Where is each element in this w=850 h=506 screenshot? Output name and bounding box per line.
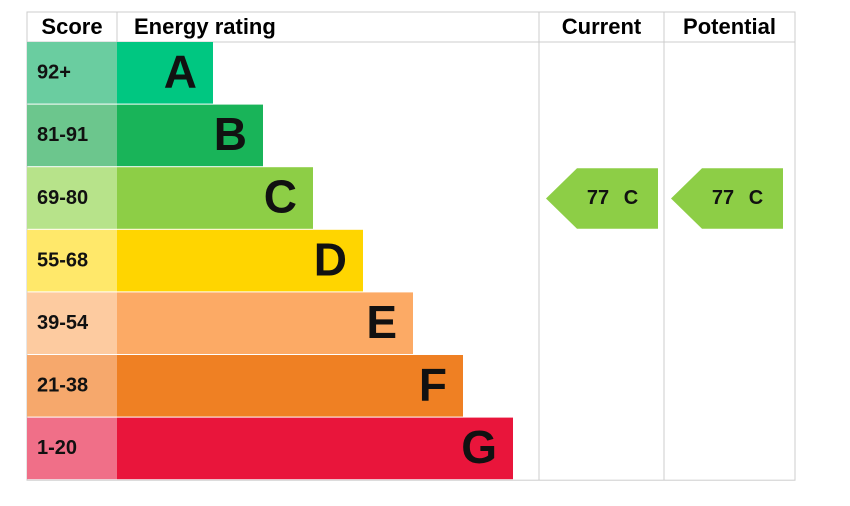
score-label: 21-38 bbox=[37, 375, 88, 397]
rating-letter: D bbox=[314, 233, 347, 285]
header-potential: Potential bbox=[683, 14, 776, 39]
score-cell bbox=[27, 292, 117, 354]
rating-bar bbox=[117, 167, 313, 229]
header-rating: Energy rating bbox=[134, 14, 276, 39]
current-arrow bbox=[546, 168, 658, 229]
rating-bar bbox=[117, 292, 413, 354]
rating-letter: C bbox=[264, 171, 297, 223]
score-cell bbox=[27, 417, 117, 480]
rating-bar bbox=[117, 42, 213, 104]
header-current: Current bbox=[562, 14, 642, 39]
current-value: 77 bbox=[587, 187, 609, 209]
score-cell bbox=[27, 229, 117, 292]
rating-bar bbox=[117, 355, 463, 417]
score-label: 92+ bbox=[37, 62, 71, 84]
rating-letter: F bbox=[419, 358, 447, 410]
rating-letter: B bbox=[214, 108, 247, 160]
score-label: 55-68 bbox=[37, 249, 88, 271]
score-cell bbox=[27, 104, 117, 167]
potential-value: 77 bbox=[712, 187, 734, 209]
potential-letter: C bbox=[749, 187, 763, 209]
rating-bar bbox=[117, 417, 513, 480]
header-score: Score bbox=[41, 14, 102, 39]
score-label: 39-54 bbox=[37, 312, 89, 334]
rating-bar bbox=[117, 229, 363, 292]
rating-letter: E bbox=[366, 296, 397, 348]
score-label: 1-20 bbox=[37, 437, 77, 459]
score-cell bbox=[27, 355, 117, 417]
current-letter: C bbox=[624, 187, 638, 209]
score-label: 81-91 bbox=[37, 124, 88, 146]
rating-letter: A bbox=[164, 45, 197, 97]
potential-arrow bbox=[671, 168, 783, 229]
score-label: 69-80 bbox=[37, 187, 88, 209]
score-cell bbox=[27, 167, 117, 229]
rating-bar bbox=[117, 104, 263, 167]
rating-letter: G bbox=[461, 421, 497, 473]
score-cell bbox=[27, 42, 117, 104]
